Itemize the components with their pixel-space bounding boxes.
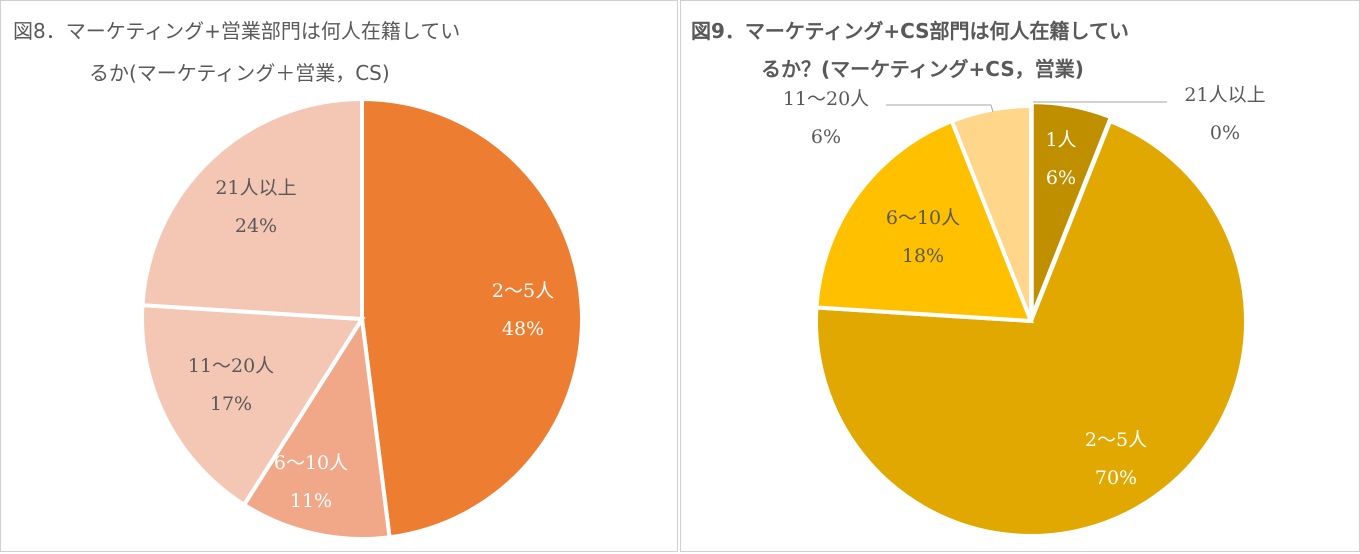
slice-category-label: 1人 [1045,129,1076,151]
pie-slice [140,303,366,508]
slice-percent-label: 0% [1210,122,1240,144]
slice-percent-label: 6% [811,126,841,148]
slice-category-label: 6～10人 [886,207,960,229]
slice-category-label: 21人以上 [215,177,296,199]
slice-percent-label: 70% [1095,467,1137,489]
slice-percent-label: 6% [1046,167,1076,189]
pie-slice [1029,100,1114,318]
pie-slice [360,96,584,540]
slice-category-label: 6～10人 [274,452,348,474]
chart-title-line1: 図9．マーケティング+CS部門は何人在籍してい [691,19,1129,43]
pie-slice [949,103,1033,322]
slice-category-label: 11～20人 [783,88,869,110]
chart-panel-fig8: 図8．マーケティング+営業部門は何人在籍してい るか(マーケティング＋営業，CS… [0,0,678,552]
slice-category-label: 2～5人 [1085,429,1147,451]
chart-title-line2: るか(マーケティング＋営業，CS) [89,61,390,85]
leader-line [886,104,994,113]
slice-percent-label: 11% [290,490,332,512]
pie-slice [814,118,1248,538]
slice-percent-label: 24% [235,215,277,237]
chart-title-line2: るか？(マーケティング+CS，営業) [761,57,1084,81]
slice-percent-label: 18% [902,245,944,267]
slice-category-label: 21人以上 [1184,84,1265,106]
pie-slice [241,313,392,541]
pie-slice [140,96,364,322]
slice-percent-label: 48% [502,318,544,340]
pie-slice [814,118,1035,324]
slice-category-label: 2～5人 [492,280,554,302]
slice-category-label: 11～20人 [188,355,274,377]
pie-chart-fig9: 1人 6% 2～5人 70% 6～10人 18% 11～20人 6% 21人以上 0% [783,84,1266,538]
chart-panel-fig9: 図9．マーケティング+CS部門は何人在籍してい るか？(マーケティング+CS，営… [680,0,1360,552]
slice-percent-label: 17% [210,393,252,415]
chart-title-line1: 図8．マーケティング+営業部門は何人在籍してい [13,19,461,43]
